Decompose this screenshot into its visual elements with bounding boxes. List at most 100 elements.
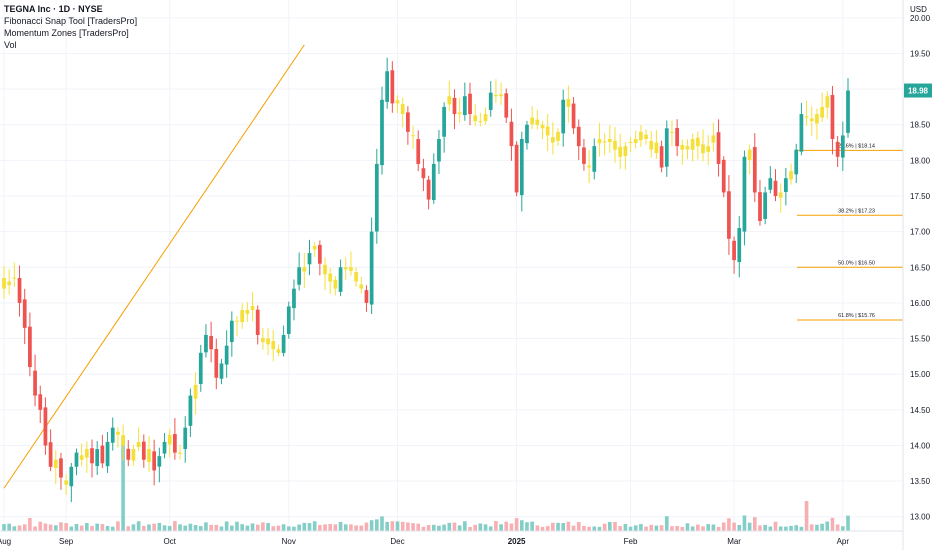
volume-bar [193,525,198,531]
volume-bar [95,523,100,531]
candle-body [90,448,94,464]
candle-body [462,96,467,116]
volume-bar [540,526,545,531]
volume-bar [846,515,850,531]
volume-bar [318,525,322,531]
volume-bar [437,525,441,531]
candle-body [830,95,835,139]
volume-bar [131,524,136,531]
candle-body [597,138,602,144]
candle-body [675,127,679,147]
volume-bar [90,526,94,531]
volume-bar [825,521,830,531]
candle-body [747,149,752,160]
candle-body [193,384,198,399]
last-price-label: 18.98 [908,87,929,96]
candle-body [587,165,591,168]
volume-bar [100,524,105,531]
candle-body [815,114,819,124]
candle-body [530,117,535,125]
candle-body [447,96,452,105]
candle-body [209,335,213,350]
volume-bar [385,521,389,531]
candle-body [64,480,68,485]
volume-bar [530,521,534,531]
indicator-momentum[interactable]: Momentum Zones [TradersPro] [4,28,129,38]
candle-body [141,441,146,460]
volume-bar [141,525,146,531]
volume-bar [116,521,120,531]
candle-body [162,441,167,454]
fib-swing-line [3,44,305,489]
volume-bar [411,523,415,531]
volume-bar [551,522,555,531]
candle-body [576,126,581,147]
candle-body [354,272,358,282]
volume-bar [442,524,446,531]
candle-body [48,442,53,467]
candle-body [400,104,405,115]
volume-bar [333,524,338,531]
symbol-title[interactable]: TEGNA Inc · 1D · NYSE [4,4,103,14]
volume-bar [701,526,705,531]
candle-body [188,395,193,426]
volume-bar [178,524,182,531]
volume-bar [105,525,110,531]
volume-bar [390,521,395,531]
candle-body [374,163,379,232]
candle-body [33,370,37,396]
candle-body [473,115,478,122]
volume-bar [121,437,125,531]
volume-bar [188,523,193,531]
volume-bar [623,524,628,531]
candle-body [737,228,742,263]
candle-body [701,144,705,154]
candle-body [364,290,369,303]
candle-body [95,449,100,467]
candle-body [809,118,814,122]
x-tick-label: Feb [624,537,638,546]
candle-body [411,135,415,137]
candle-body [214,349,219,378]
indicator-fibonacci[interactable]: Fibonacci Snap Tool [TradersPro] [4,16,138,26]
volume-bar [12,526,17,531]
volume-bar [157,522,162,531]
volume-bar [499,524,503,531]
candle-body [84,449,89,458]
x-tick-label: Apr [837,537,850,546]
chart-legend: TEGNA Inc · 1D · NYSE Fibonacci Snap Too… [4,3,137,51]
volume-bar [706,524,711,531]
candle-body [659,146,664,168]
indicator-volume[interactable]: Vol [4,40,17,50]
candle-body [452,97,457,115]
candle-body [312,245,317,250]
volume-bar [576,522,581,531]
y-tick-label: 15.00 [910,370,931,379]
candle-body [431,163,436,201]
candle-body [535,119,540,125]
candle-body [509,121,514,147]
volume-bar [468,526,472,531]
volume-bar [28,517,32,531]
volume-bar [727,518,731,531]
volume-bar [519,520,524,531]
volume-bar [737,524,742,531]
volume-bar [463,521,467,531]
volume-bar [597,526,602,531]
x-tick-label: Nov [282,537,296,546]
candle-body [478,121,483,123]
candle-body [670,131,674,133]
volume-bar [664,516,669,531]
y-tick-label: 20.00 [910,14,931,23]
candle-body [592,146,597,172]
volume-bar [74,524,79,531]
y-tick-label: 18.50 [910,121,931,130]
candle-body [105,441,110,467]
candle-body [219,363,224,379]
candle-body [28,326,32,368]
candle-body [328,273,333,282]
candle-body [545,126,550,136]
